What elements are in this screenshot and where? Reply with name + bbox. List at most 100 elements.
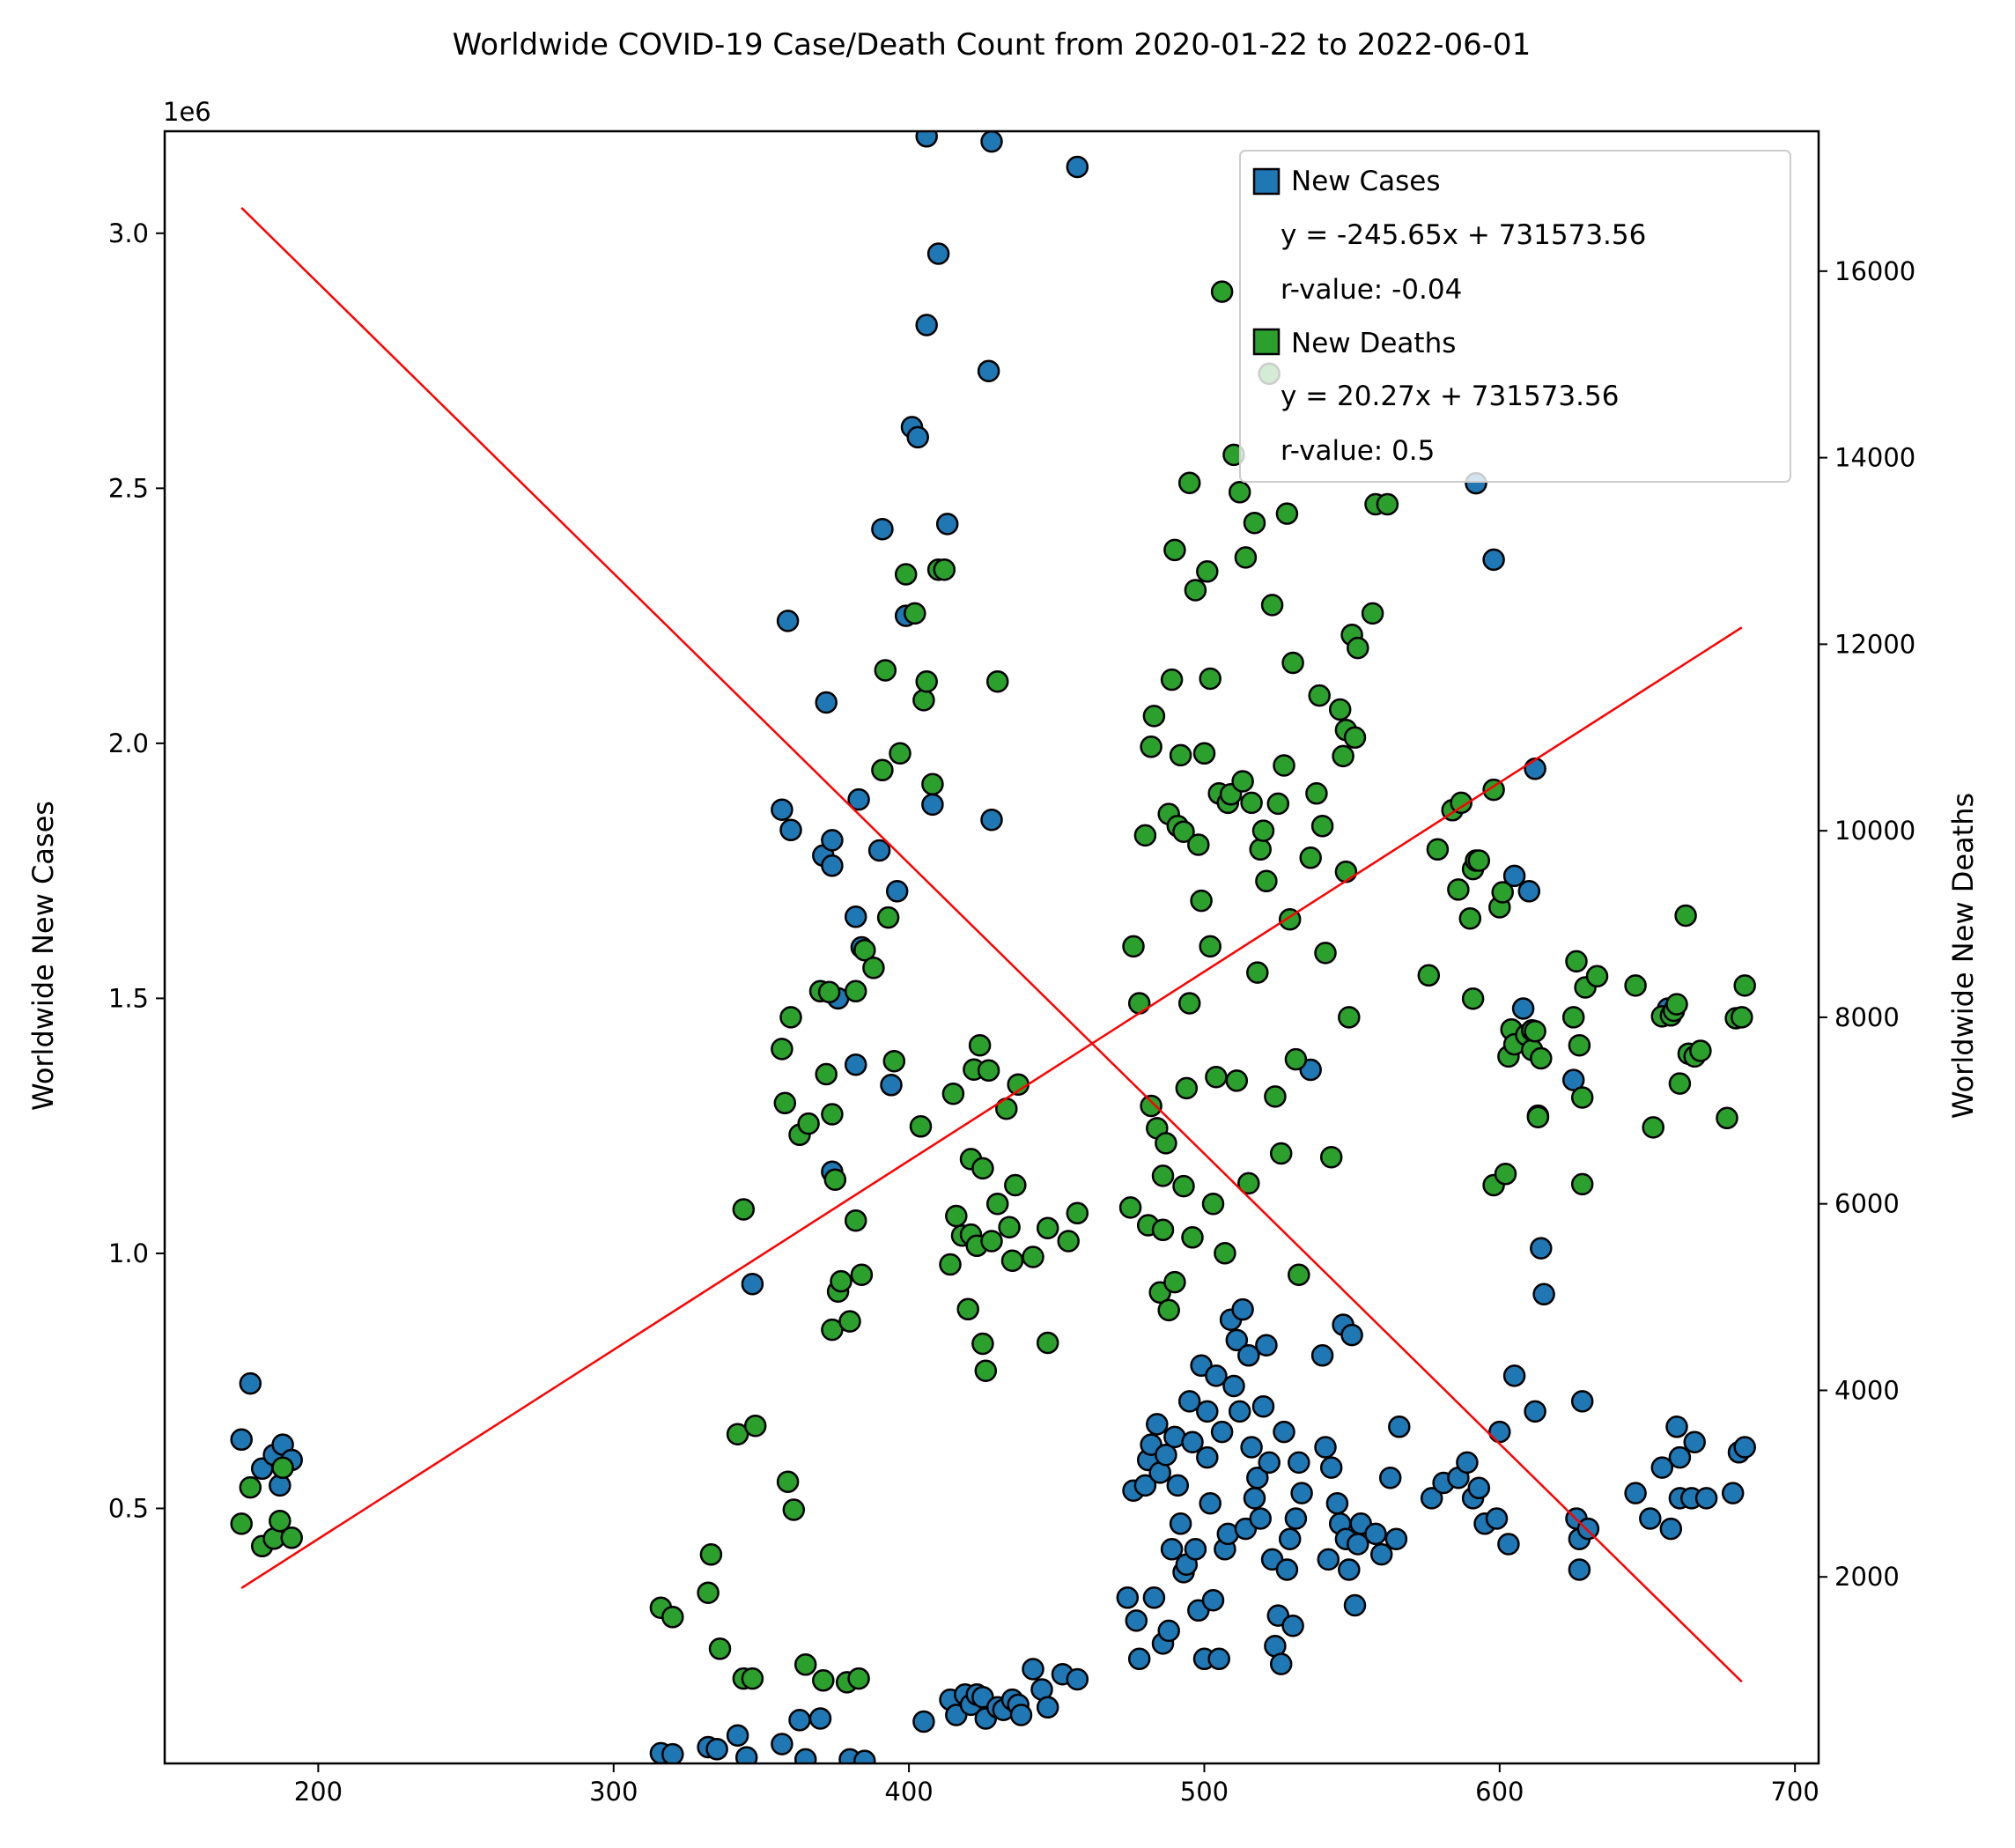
new-cases-point xyxy=(1694,1487,1718,1510)
new-cases-point xyxy=(1181,1430,1204,1453)
new-deaths-point xyxy=(968,1033,992,1057)
new-cases-point xyxy=(1314,1436,1337,1459)
new-deaths-point xyxy=(1000,1249,1024,1273)
new-deaths-point xyxy=(1467,849,1491,872)
new-deaths-point xyxy=(1266,792,1290,816)
new-cases-point xyxy=(1009,1704,1033,1726)
new-deaths-point xyxy=(1231,770,1254,793)
new-deaths-point xyxy=(1201,1192,1225,1216)
legend-label-deaths: New Deaths xyxy=(1291,328,1456,359)
new-cases-point xyxy=(1255,1334,1278,1356)
new-deaths-point xyxy=(1187,833,1210,856)
new-deaths-point xyxy=(821,1318,844,1342)
new-cases-point xyxy=(793,1748,817,1763)
new-cases-point xyxy=(1482,548,1505,572)
new-deaths-point xyxy=(1163,538,1186,562)
new-deaths-point xyxy=(1347,636,1369,660)
new-cases-point xyxy=(844,906,867,928)
y-right-tick-label: 14000 xyxy=(1834,443,1915,473)
new-deaths-point xyxy=(1491,881,1514,904)
new-cases-point xyxy=(1310,1344,1334,1367)
new-cases-regression-line xyxy=(240,206,1743,1683)
x-tick-label: 600 xyxy=(1475,1777,1524,1807)
new-cases-point xyxy=(1205,1364,1228,1387)
new-cases-point xyxy=(1177,1390,1201,1413)
new-cases-point xyxy=(1733,1436,1756,1459)
new-cases-point xyxy=(1624,1482,1647,1504)
new-cases-point xyxy=(1319,1456,1343,1479)
new-deaths-point xyxy=(1004,1173,1027,1197)
new-deaths-point xyxy=(1530,1046,1553,1070)
new-cases-point xyxy=(1207,1647,1230,1671)
new-deaths-point xyxy=(1332,744,1354,768)
new-deaths-point xyxy=(1151,1164,1175,1187)
new-deaths-point xyxy=(1228,481,1251,504)
new-cases-point xyxy=(239,1371,262,1395)
new-deaths-point xyxy=(1240,791,1263,815)
new-cases-point xyxy=(1284,1507,1308,1530)
new-cases-point xyxy=(1199,1491,1222,1515)
new-deaths-point xyxy=(1249,838,1272,861)
new-deaths-point xyxy=(1299,846,1322,869)
y-left-tick-label: 2.0 xyxy=(108,728,149,758)
new-deaths-point xyxy=(889,742,912,765)
new-deaths-point xyxy=(904,602,926,625)
legend-equation-cases: y = -245.65x + 731573.56 xyxy=(1281,219,1646,251)
new-cases-point xyxy=(1160,1538,1184,1561)
new-deaths-point xyxy=(1458,906,1482,930)
plot-frame xyxy=(163,129,1820,1765)
new-deaths-point xyxy=(1155,1132,1177,1155)
new-deaths-point xyxy=(933,558,956,581)
new-deaths-point xyxy=(1057,1230,1080,1253)
new-deaths-point xyxy=(1275,502,1299,525)
new-cases-point xyxy=(1201,1588,1225,1612)
new-deaths-point xyxy=(1196,560,1219,583)
new-deaths-point xyxy=(956,1297,979,1321)
y-right-tick-label: 12000 xyxy=(1834,629,1915,659)
new-deaths-point xyxy=(812,1669,835,1692)
new-deaths-point xyxy=(773,1091,797,1115)
new-cases-point xyxy=(1502,864,1526,888)
new-deaths-point xyxy=(1570,1172,1594,1196)
new-cases-point xyxy=(1511,997,1535,1020)
new-deaths-point xyxy=(912,689,935,712)
new-cases-point xyxy=(1169,1512,1192,1535)
new-deaths-point xyxy=(732,1198,756,1221)
new-deaths-point xyxy=(985,669,1009,693)
new-deaths-point xyxy=(1526,1105,1550,1128)
new-deaths-point xyxy=(771,1038,793,1061)
new-deaths-point xyxy=(977,1059,1000,1083)
new-deaths-point xyxy=(1066,1201,1089,1225)
new-cases-point xyxy=(771,1733,793,1756)
new-deaths-point xyxy=(1308,684,1331,707)
new-cases-point xyxy=(1388,1416,1411,1438)
new-cases-point xyxy=(1066,155,1089,179)
new-deaths-point xyxy=(726,1423,749,1445)
new-deaths-point xyxy=(1190,889,1213,913)
legend-box xyxy=(1239,150,1791,483)
new-deaths-point xyxy=(1524,1020,1546,1043)
new-cases-point xyxy=(1116,1586,1140,1609)
legend-rvalue-deaths: r-value: 0.5 xyxy=(1281,435,1435,467)
new-deaths-point xyxy=(1585,965,1609,988)
new-cases-point xyxy=(935,513,959,536)
new-deaths-point xyxy=(1273,754,1295,777)
new-deaths-point xyxy=(708,1637,732,1660)
new-deaths-point xyxy=(915,669,938,693)
new-deaths-point xyxy=(1251,819,1275,842)
y-right-tick-label: 2000 xyxy=(1834,1562,1900,1592)
new-deaths-point xyxy=(1177,471,1201,494)
legend: New Cases y = -245.65x + 731573.56 r-val… xyxy=(1239,150,1791,483)
new-deaths-point xyxy=(1284,1047,1308,1071)
new-deaths-point xyxy=(699,1543,723,1566)
new-cases-point xyxy=(1290,1482,1313,1504)
y-right-tick-label: 6000 xyxy=(1834,1189,1900,1219)
new-cases-point xyxy=(844,1053,867,1076)
new-cases-point xyxy=(915,131,938,148)
new-deaths-point xyxy=(817,980,841,1004)
new-deaths-point xyxy=(797,1112,820,1135)
new-cases-point xyxy=(1240,1436,1263,1459)
new-deaths-point xyxy=(1624,974,1647,997)
new-deaths-point xyxy=(1731,1006,1753,1029)
